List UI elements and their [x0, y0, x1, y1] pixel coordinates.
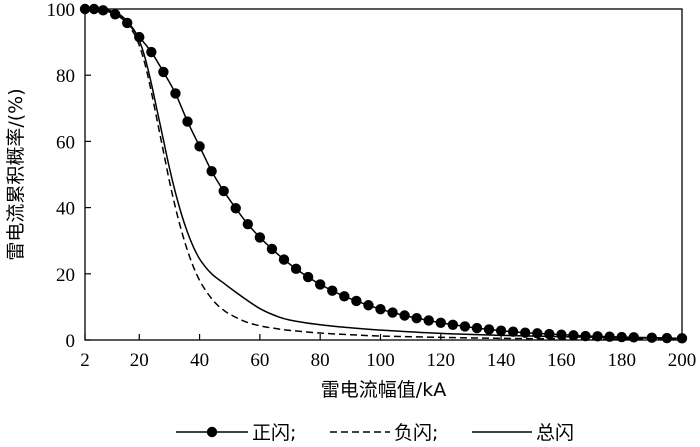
data-point-positive	[411, 312, 422, 324]
data-point-positive	[483, 324, 495, 335]
data-point-positive	[314, 279, 326, 290]
data-point-positive	[146, 46, 157, 58]
data-point-positive	[218, 185, 229, 197]
data-point-positive	[399, 310, 410, 321]
data-point-positive	[375, 304, 386, 315]
data-point-positive	[158, 66, 169, 78]
series-line-negative	[84, 8, 683, 341]
x-tick-label: 100	[366, 350, 395, 371]
data-point-positive	[290, 263, 302, 275]
data-point-positive	[230, 203, 241, 214]
x-tick-label: 80	[311, 350, 330, 371]
y-tick-label: 80	[56, 66, 75, 87]
series-line-total	[84, 8, 683, 340]
legend-label-negative: 负闪;	[394, 422, 438, 444]
plot-frame	[84, 8, 683, 341]
data-point-positive	[242, 218, 254, 230]
data-point-positive	[194, 141, 205, 152]
data-point-positive	[182, 116, 193, 127]
data-point-positive	[97, 5, 109, 16]
legend-label-positive: 正闪;	[252, 422, 296, 444]
data-point-positive	[532, 328, 543, 339]
data-point-positive	[327, 285, 338, 296]
data-point-positive	[254, 232, 266, 243]
data-point-positive	[266, 243, 278, 255]
y-tick-label: 60	[56, 132, 75, 153]
series-line-positive	[84, 8, 683, 340]
data-point-positive	[435, 317, 446, 328]
chart-axes	[84, 8, 683, 341]
data-point-positive	[507, 326, 519, 337]
x-tick-label: 160	[547, 350, 576, 371]
x-tick-label: 60	[250, 350, 269, 371]
data-point-positive	[459, 321, 471, 332]
x-tick-label: 200	[668, 350, 697, 371]
data-point-positive	[604, 331, 615, 342]
data-point-positive	[471, 322, 483, 334]
y-tick-label: 40	[56, 199, 75, 220]
x-tick-label: 40	[190, 350, 209, 371]
data-point-positive	[423, 315, 434, 326]
data-point-positive	[363, 300, 374, 311]
tick-labels: 2 20 40 60 80 100 120 140 160 180 200 0 20 40 60 80 100	[47, 0, 697, 371]
data-point-positive	[387, 307, 398, 318]
x-tick-label: 2	[80, 350, 90, 371]
data-point-positive	[447, 319, 459, 330]
legend-label-total: 总闪	[536, 422, 574, 444]
data-point-positive	[302, 271, 314, 283]
x-axis-label: 雷电流幅值/kA	[321, 379, 446, 401]
data-point-positive	[206, 165, 217, 177]
x-tick-label: 140	[487, 350, 516, 371]
data-point-positive	[351, 295, 362, 307]
data-point-positive	[170, 88, 181, 99]
series-layer	[79, 3, 688, 344]
y-axis-label: 雷电流累积概率/(%)	[5, 88, 27, 260]
x-tick-label: 20	[130, 350, 149, 371]
data-point-positive	[592, 331, 603, 342]
data-point-positive	[278, 254, 290, 265]
x-tick-label: 120	[427, 350, 456, 371]
legend: 正闪; 负闪; 总闪	[176, 422, 574, 444]
y-tick-label: 100	[47, 0, 76, 21]
x-tick-label: 180	[607, 350, 636, 371]
data-point-positive	[339, 291, 350, 302]
y-tick-label: 0	[66, 331, 76, 352]
y-tick-label: 20	[56, 265, 75, 286]
data-point-positive	[544, 328, 555, 340]
data-point-positive	[568, 330, 579, 341]
data-point-positive	[495, 325, 507, 336]
legend-marker-positive	[206, 426, 218, 438]
